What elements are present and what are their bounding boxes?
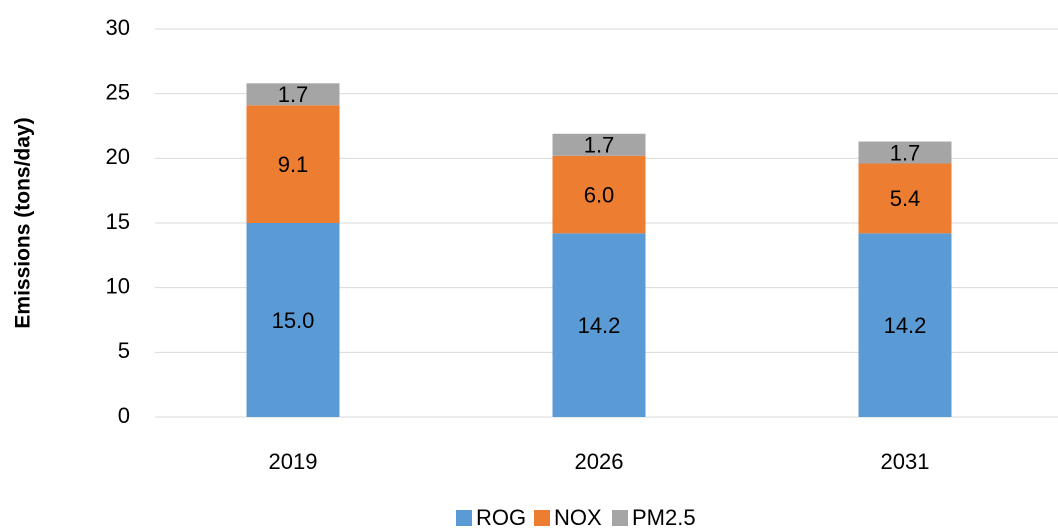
y-tick-label: 15 <box>106 209 130 234</box>
bar-segment <box>858 163 952 234</box>
data-label: 5.4 <box>890 186 921 211</box>
x-tick-label: 2031 <box>881 449 930 474</box>
data-label: 1.7 <box>584 133 615 158</box>
data-label: 1.7 <box>278 82 309 107</box>
x-tick-label: 2019 <box>269 449 318 474</box>
bar-segment <box>552 133 646 156</box>
x-tick-label: 2026 <box>575 449 624 474</box>
bar-segment <box>246 105 340 223</box>
bar-segment <box>552 233 646 417</box>
legend-swatch <box>612 510 628 526</box>
y-tick-label: 5 <box>118 338 130 363</box>
bar-segment <box>552 155 646 234</box>
bar-segment <box>858 141 952 164</box>
y-tick-label: 25 <box>106 79 130 104</box>
legend-label: NOX <box>554 505 602 529</box>
y-tick-label: 10 <box>106 273 130 298</box>
data-label: 15.0 <box>272 308 315 333</box>
data-label: 9.1 <box>278 152 309 177</box>
data-label: 14.2 <box>578 313 621 338</box>
legend-label: PM2.5 <box>632 505 696 529</box>
data-label: 14.2 <box>884 313 927 338</box>
y-tick-label: 0 <box>118 403 130 428</box>
bar-segment <box>246 223 340 417</box>
y-tick-label: 20 <box>106 144 130 169</box>
data-label: 6.0 <box>584 182 615 207</box>
bar-segment <box>858 233 952 417</box>
y-axis-label: Emissions (tons/day) <box>12 117 35 328</box>
legend-swatch <box>534 510 550 526</box>
y-tick-label: 30 <box>106 15 130 40</box>
bar-segment <box>246 83 340 106</box>
legend-label: ROG <box>476 505 526 529</box>
legend-swatch <box>456 510 472 526</box>
data-label: 1.7 <box>890 140 921 165</box>
